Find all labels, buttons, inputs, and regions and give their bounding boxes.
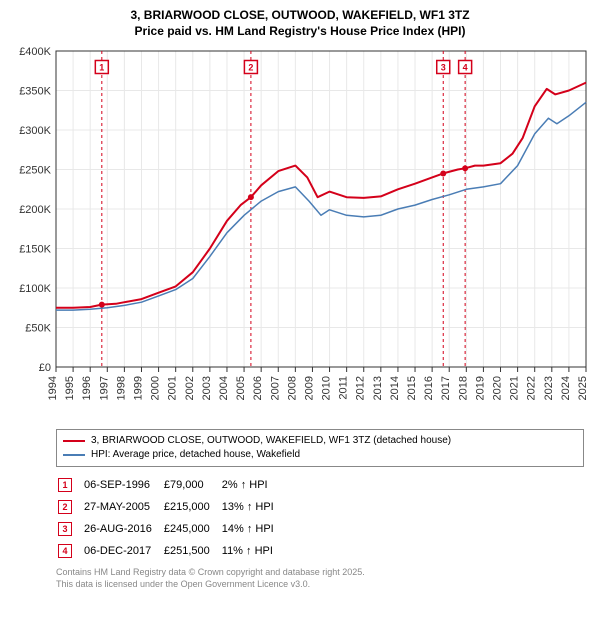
svg-text:£300K: £300K	[19, 125, 51, 137]
event-date: 06-SEP-1996	[84, 475, 162, 495]
svg-text:2: 2	[248, 63, 253, 73]
svg-text:£350K: £350K	[19, 86, 51, 98]
svg-text:2012: 2012	[355, 376, 367, 400]
event-date: 26-AUG-2016	[84, 519, 162, 539]
svg-text:2019: 2019	[474, 376, 486, 400]
svg-text:1995: 1995	[64, 376, 76, 400]
svg-text:1994: 1994	[47, 376, 59, 400]
legend-label: HPI: Average price, detached house, Wake…	[91, 448, 300, 462]
event-marker-box: 1	[58, 478, 72, 492]
event-date: 27-MAY-2005	[84, 497, 162, 517]
svg-text:2002: 2002	[184, 376, 196, 400]
svg-text:2011: 2011	[338, 376, 350, 400]
event-marker-box: 3	[58, 522, 72, 536]
event-price: £245,000	[164, 519, 220, 539]
legend-label: 3, BRIARWOOD CLOSE, OUTWOOD, WAKEFIELD, …	[91, 434, 451, 448]
event-price: £251,500	[164, 541, 220, 561]
chart-title: 3, BRIARWOOD CLOSE, OUTWOOD, WAKEFIELD, …	[10, 8, 590, 39]
svg-text:2016: 2016	[423, 376, 435, 400]
svg-text:£200K: £200K	[19, 204, 51, 216]
svg-text:2000: 2000	[150, 376, 162, 400]
table-row: 1 06-SEP-1996£79,0002% ↑ HPI	[58, 475, 284, 495]
event-delta: 11% ↑ HPI	[222, 541, 284, 561]
svg-text:2015: 2015	[406, 376, 418, 400]
title-line-2: Price paid vs. HM Land Registry's House …	[10, 24, 590, 40]
svg-text:1: 1	[99, 63, 104, 73]
svg-text:2006: 2006	[252, 376, 264, 400]
svg-text:2013: 2013	[372, 376, 384, 400]
legend-row: HPI: Average price, detached house, Wake…	[63, 448, 577, 462]
svg-text:2003: 2003	[201, 376, 213, 400]
svg-text:£0: £0	[39, 362, 51, 374]
svg-text:2021: 2021	[509, 376, 521, 400]
event-date: 06-DEC-2017	[84, 541, 162, 561]
event-delta: 2% ↑ HPI	[222, 475, 284, 495]
svg-text:2001: 2001	[167, 376, 179, 400]
svg-text:£150K: £150K	[19, 244, 51, 256]
chart-area: £0 £50K £100K £150K £200K £250K £300K £350K £400…	[10, 43, 590, 423]
legend-swatch	[63, 454, 85, 456]
legend-swatch	[63, 440, 85, 443]
table-row: 3 26-AUG-2016£245,00014% ↑ HPI	[58, 519, 284, 539]
svg-text:1996: 1996	[81, 376, 93, 400]
legend-row: 3, BRIARWOOD CLOSE, OUTWOOD, WAKEFIELD, …	[63, 434, 577, 448]
event-delta: 14% ↑ HPI	[222, 519, 284, 539]
svg-text:1999: 1999	[132, 376, 144, 400]
svg-text:2022: 2022	[526, 376, 538, 400]
svg-text:1998: 1998	[115, 376, 127, 400]
svg-text:£250K: £250K	[19, 165, 51, 177]
event-price: £215,000	[164, 497, 220, 517]
svg-text:4: 4	[463, 63, 468, 73]
svg-text:1997: 1997	[98, 376, 110, 400]
event-price: £79,000	[164, 475, 220, 495]
svg-text:2004: 2004	[218, 376, 230, 400]
footer-line-2: This data is licensed under the Open Gov…	[56, 579, 584, 591]
svg-text:2008: 2008	[286, 376, 298, 400]
svg-text:2014: 2014	[389, 376, 401, 400]
table-row: 2 27-MAY-2005£215,00013% ↑ HPI	[58, 497, 284, 517]
svg-text:2005: 2005	[235, 376, 247, 400]
svg-text:£50K: £50K	[25, 323, 51, 335]
event-marker-box: 2	[58, 500, 72, 514]
event-marker-box: 4	[58, 544, 72, 558]
svg-text:2010: 2010	[321, 376, 333, 400]
svg-text:2024: 2024	[560, 376, 572, 400]
table-row: 4 06-DEC-2017£251,50011% ↑ HPI	[58, 541, 284, 561]
footer-line-1: Contains HM Land Registry data © Crown c…	[56, 567, 584, 579]
svg-text:2018: 2018	[457, 376, 469, 400]
svg-text:2020: 2020	[492, 376, 504, 400]
events-table: 106-SEP-1996£79,0002% ↑ HPI227-MAY-2005£…	[56, 473, 286, 563]
chart-legend: 3, BRIARWOOD CLOSE, OUTWOOD, WAKEFIELD, …	[56, 429, 584, 467]
svg-text:2023: 2023	[543, 376, 555, 400]
svg-text:2025: 2025	[577, 376, 589, 400]
svg-text:2017: 2017	[440, 376, 452, 400]
title-line-1: 3, BRIARWOOD CLOSE, OUTWOOD, WAKEFIELD, …	[10, 8, 590, 24]
svg-text:£100K: £100K	[19, 283, 51, 295]
svg-text:£400K: £400K	[19, 46, 51, 58]
event-delta: 13% ↑ HPI	[222, 497, 284, 517]
svg-text:2007: 2007	[269, 376, 281, 400]
svg-text:2009: 2009	[303, 376, 315, 400]
line-chart-svg: £0 £50K £100K £150K £200K £250K £300K £350K £400…	[10, 43, 590, 423]
footer-attribution: Contains HM Land Registry data © Crown c…	[56, 567, 584, 590]
svg-text:3: 3	[441, 63, 446, 73]
